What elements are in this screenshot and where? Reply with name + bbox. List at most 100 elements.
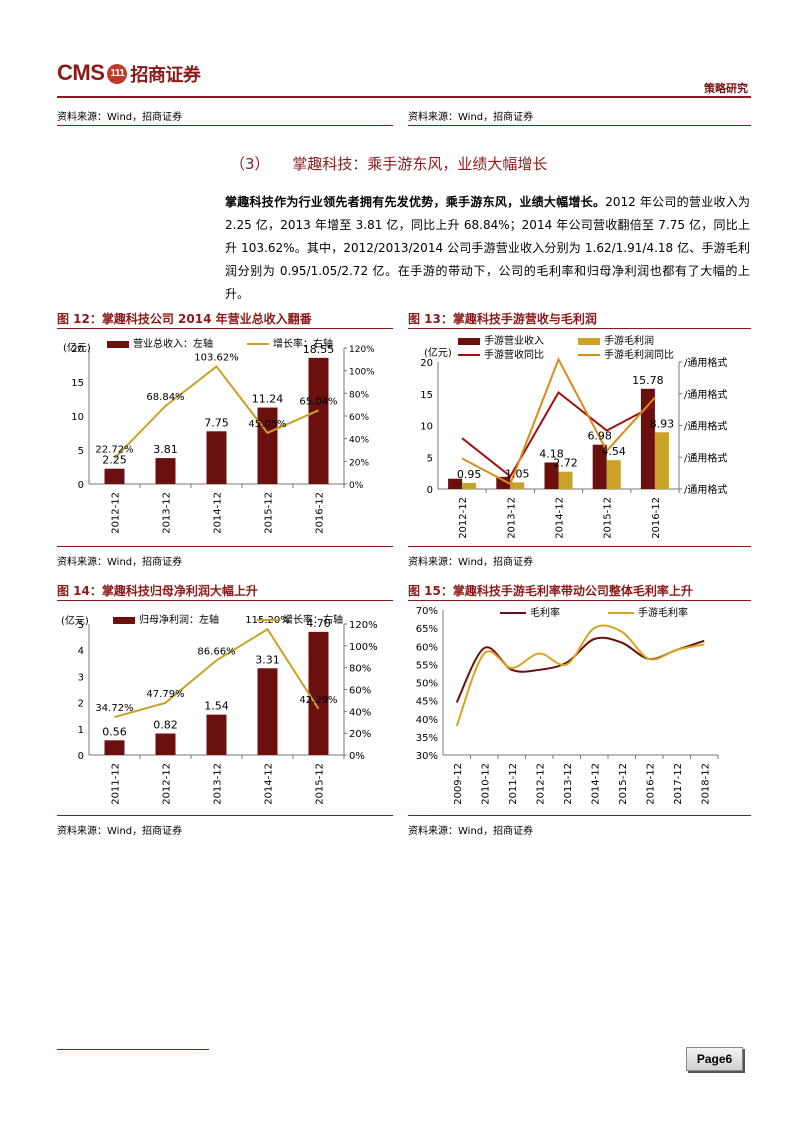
paragraph-bold: 掌趣科技作为行业领先者拥有先发优势，乘手游东风，业绩大幅增长。 bbox=[225, 195, 606, 209]
bar bbox=[206, 431, 227, 484]
left-tick-label: 0 bbox=[78, 751, 84, 762]
left-tick-label: 0 bbox=[78, 480, 84, 491]
bar-data-label: 2.72 bbox=[553, 457, 578, 470]
x-tick-label: 2013-12 bbox=[506, 497, 517, 539]
series-line bbox=[461, 390, 656, 478]
right-tick-label: /通用格式 bbox=[684, 356, 727, 369]
legend-swatch bbox=[458, 338, 480, 345]
bar-data-label: 2.25 bbox=[102, 454, 127, 467]
left-tick-label: 20 bbox=[420, 358, 433, 369]
rule bbox=[57, 125, 393, 126]
bar-data-label: 18.55 bbox=[303, 343, 335, 356]
x-tick-label: 2015-12 bbox=[315, 763, 326, 805]
bar bbox=[448, 478, 463, 489]
series-line bbox=[461, 357, 656, 486]
x-tick-label: 2018-12 bbox=[700, 763, 711, 805]
fig14-source: 资料来源：Wind，招商证券 bbox=[57, 826, 183, 837]
heading-text: 掌趣科技：乘手游东风，业绩大幅增长 bbox=[292, 155, 548, 173]
fig14-chart: 0 1 2 3 4 5 0% 20% 40% 60% 80% 100% 120% 2011-12 2012-… bbox=[61, 613, 378, 805]
x-tick-label: 2015-12 bbox=[264, 492, 275, 534]
right-tick-label: 40% bbox=[349, 707, 371, 718]
fig15-chart: 30% 35% 40% 45% 50% 55% 60% 65% 70% 2009-12 2010-1… bbox=[416, 606, 719, 805]
bar bbox=[257, 668, 278, 755]
y-tick-label: 55% bbox=[416, 660, 438, 671]
heading-number: （3） bbox=[230, 155, 270, 173]
line-data-label: 65.04% bbox=[299, 396, 337, 407]
legend-swatch bbox=[107, 341, 129, 348]
x-tick-label: 2014-12 bbox=[264, 763, 275, 805]
x-tick-label: 2010-12 bbox=[480, 763, 491, 805]
y-tick-label: 35% bbox=[416, 733, 438, 744]
bar bbox=[104, 740, 125, 755]
bar bbox=[308, 357, 329, 484]
line-data-label: 42.29% bbox=[299, 695, 337, 706]
bar bbox=[104, 468, 125, 484]
legend-label: 手游营收同比 bbox=[484, 348, 544, 361]
legend-label: 毛利率 bbox=[530, 606, 560, 619]
bar-data-label: 3.31 bbox=[255, 653, 280, 666]
logo-text: CMS bbox=[57, 60, 105, 85]
right-tick-label: 60% bbox=[349, 686, 371, 697]
x-tick-label: 2012-12 bbox=[458, 497, 469, 539]
left-tick-label: 15 bbox=[71, 378, 84, 389]
bar-data-label: 4.54 bbox=[601, 445, 626, 458]
rule bbox=[408, 546, 751, 547]
legend-swatch bbox=[113, 617, 135, 624]
y-tick-label: 65% bbox=[416, 624, 438, 635]
right-tick-label: 20% bbox=[349, 458, 369, 468]
rule bbox=[57, 600, 393, 601]
bar-data-label: 0.95 bbox=[457, 468, 482, 481]
series-line bbox=[114, 627, 320, 719]
bar bbox=[592, 444, 607, 489]
legend-label: 手游毛利润同比 bbox=[604, 348, 674, 361]
x-tick-label: 2016-12 bbox=[645, 763, 656, 805]
bar-data-label: 0.82 bbox=[153, 719, 178, 732]
left-tick-label: 2 bbox=[78, 699, 84, 710]
right-tick-label: 120% bbox=[349, 620, 378, 631]
rule bbox=[57, 815, 393, 816]
x-tick-label: 2017-12 bbox=[673, 763, 684, 805]
logo-cn: 招商证券 bbox=[130, 65, 201, 86]
bar bbox=[462, 482, 477, 489]
right-tick-label: 20% bbox=[349, 729, 371, 740]
bar bbox=[155, 733, 176, 755]
right-tick-label: 0% bbox=[349, 481, 364, 491]
left-tick-label: 5 bbox=[78, 620, 84, 631]
unit-label: (亿元) bbox=[424, 346, 452, 359]
x-tick-label: 2011-12 bbox=[508, 763, 519, 805]
legend-label: 手游营业收入 bbox=[484, 334, 544, 347]
fig13-source: 资料来源：Wind，招商证券 bbox=[408, 557, 534, 568]
x-tick-label: 2013-12 bbox=[213, 763, 224, 805]
x-tick-label: 2013-12 bbox=[563, 763, 574, 805]
unit-label: (亿元) bbox=[61, 614, 89, 627]
x-tick-label: 2016-12 bbox=[651, 497, 662, 539]
fig13-chart: 0 5 10 15 20/通用格式/通用格式/通用格式/通用格式/通用格式 2012-12… bbox=[420, 334, 727, 539]
body-paragraph: 掌趣科技作为行业领先者拥有先发优势，乘手游东风，业绩大幅增长。2012 年公司的… bbox=[225, 191, 750, 306]
right-tick-label: 100% bbox=[349, 642, 378, 653]
rule bbox=[57, 328, 393, 329]
line-data-label: 34.72% bbox=[95, 703, 133, 714]
rule bbox=[408, 600, 751, 601]
top-source-right: 资料来源：Wind，招商证券 bbox=[408, 112, 534, 123]
bar bbox=[496, 476, 511, 489]
legend-label: 手游毛利润 bbox=[604, 334, 654, 347]
series-line bbox=[113, 365, 319, 459]
bar-data-label: 7.75 bbox=[204, 416, 229, 429]
line-data-label: 68.84% bbox=[146, 392, 184, 403]
page-number: Page6 bbox=[686, 1047, 743, 1071]
bar-data-label: 4.18 bbox=[539, 447, 564, 460]
x-tick-label: 2013-12 bbox=[162, 492, 173, 534]
fig12-source: 资料来源：Wind，招商证券 bbox=[57, 557, 183, 568]
bar-data-label: 4.70 bbox=[306, 617, 331, 630]
bar bbox=[544, 462, 559, 489]
y-tick-label: 40% bbox=[416, 715, 438, 726]
legend-swatch bbox=[578, 338, 600, 345]
rule bbox=[408, 125, 751, 126]
unit-label: (亿元) bbox=[63, 341, 91, 354]
left-tick-label: 5 bbox=[427, 453, 433, 464]
section-label: 策略研究 bbox=[704, 82, 748, 95]
series-line bbox=[455, 624, 705, 727]
rule bbox=[408, 328, 751, 329]
right-tick-label: 100% bbox=[349, 368, 375, 378]
line-data-label: 47.79% bbox=[146, 689, 184, 700]
